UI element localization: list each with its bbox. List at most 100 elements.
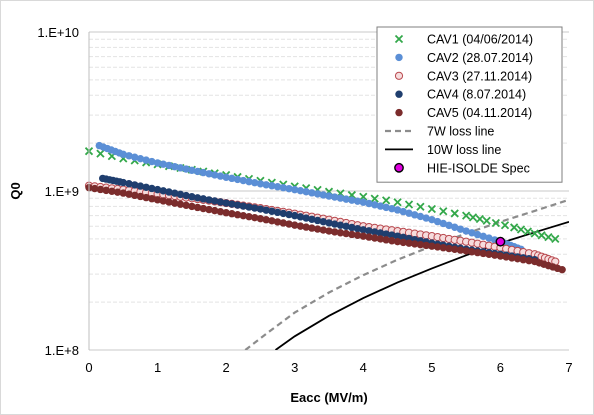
cav2-28-07-2014-point xyxy=(405,209,413,217)
legend-item-cav3-27-11-2014: CAV3 (27.11.2014) xyxy=(394,69,532,83)
cav2-28-07-2014-point xyxy=(382,203,390,212)
cav5-04-11-2014-point xyxy=(302,223,310,231)
cav5-04-11-2014-point xyxy=(428,242,436,250)
cav2-28-07-2014-point xyxy=(428,215,436,224)
cav5-04-11-2014-point xyxy=(125,190,133,198)
cav5-04-11-2014-point xyxy=(102,186,110,195)
cav4-8-07-2014-point xyxy=(211,197,219,205)
cav2-28-07-2014-point xyxy=(439,219,447,228)
hie-isolde-spec-series xyxy=(495,236,506,247)
cav5-04-11-2014-point xyxy=(108,187,116,195)
cav4-8-07-2014-point xyxy=(359,226,367,234)
legend-label: CAV3 (27.11.2014) xyxy=(427,69,532,83)
cav2-28-07-2014-point xyxy=(171,162,179,171)
legend-swatch xyxy=(394,71,404,80)
cav2-28-07-2014-point xyxy=(411,211,419,219)
cav4-8-07-2014-point xyxy=(268,207,276,215)
cav4-8-07-2014-point xyxy=(153,185,162,194)
cav1-04-06-2014-point xyxy=(462,211,471,220)
x-tick-label: 3 xyxy=(291,360,298,375)
cav4-8-07-2014-point xyxy=(348,223,356,232)
x-tick-label: 0 xyxy=(85,360,92,375)
cav4-8-07-2014-point xyxy=(165,188,173,196)
cav2-28-07-2014-point xyxy=(325,192,333,200)
cav2-28-07-2014-point xyxy=(273,183,282,191)
cav4-8-07-2014-point xyxy=(222,199,230,207)
legend-item-cav5-04-11-2014: CAV5 (04.11.2014) xyxy=(395,106,532,120)
cav2-28-07-2014-point xyxy=(228,174,236,183)
cav5-04-11-2014-point xyxy=(479,249,487,258)
cav2-28-07-2014-point xyxy=(456,225,465,233)
cav2-28-07-2014-point xyxy=(416,212,425,221)
cav1-04-06-2014-point xyxy=(500,221,510,230)
cav5-04-11-2014-point xyxy=(445,244,453,253)
cav2-28-07-2014-point xyxy=(353,197,362,205)
cav5-04-11-2014-point xyxy=(176,200,185,208)
cav4-8-07-2014-point xyxy=(251,204,259,212)
cav5-04-11-2014-point xyxy=(313,225,322,233)
cav2-28-07-2014-point xyxy=(331,193,339,201)
cav5-04-11-2014-point xyxy=(211,206,219,215)
10w-loss-line-series-line xyxy=(274,220,569,350)
cav2-28-07-2014-point xyxy=(251,179,259,187)
legend-label: CAV5 (04.11.2014) xyxy=(427,106,532,120)
cav2-28-07-2014-point xyxy=(211,171,219,179)
x-tick-label: 6 xyxy=(497,360,504,375)
cav5-04-11-2014-point xyxy=(205,205,213,214)
cav5-04-11-2014-point xyxy=(399,238,407,247)
legend-swatch xyxy=(394,162,404,173)
cav2-28-07-2014-point xyxy=(342,195,350,203)
cav4-8-07-2014-point xyxy=(182,191,190,200)
cav5-04-11-2014-point xyxy=(228,210,236,218)
cav5-04-11-2014-point xyxy=(165,198,173,206)
cav2-28-07-2014-point xyxy=(296,186,305,195)
cav2-28-07-2014-point xyxy=(268,182,276,190)
legend-swatch xyxy=(395,53,403,62)
cav2-28-07-2014-point xyxy=(256,180,265,188)
cav5-04-11-2014-point xyxy=(222,209,230,217)
cav5-04-11-2014-point xyxy=(331,228,339,236)
cav5-04-11-2014-point xyxy=(496,252,505,260)
cav5-04-11-2014-point xyxy=(273,218,282,226)
cav5-04-11-2014-point xyxy=(296,222,305,230)
cav4-8-07-2014-point xyxy=(188,193,196,201)
legend-item-cav1-04-06-2014: CAV1 (04/06/2014) xyxy=(394,33,533,47)
cav1-04-06-2014-point xyxy=(516,225,526,234)
cav5-04-11-2014-point xyxy=(388,237,396,245)
cav5-04-11-2014-point xyxy=(308,224,316,232)
cav5-04-11-2014-point xyxy=(171,199,179,207)
cav2-28-07-2014-point xyxy=(176,164,185,172)
cav1-04-06-2014-point xyxy=(530,229,539,238)
cav1-04-06-2014-point xyxy=(475,214,484,224)
cav2-28-07-2014-point xyxy=(462,227,470,235)
legend-box xyxy=(376,26,563,183)
cav2-28-07-2014-point xyxy=(216,172,225,180)
7w-loss-line-series-line xyxy=(244,198,569,350)
cav1-04-06-2014-point xyxy=(382,196,391,205)
x-tick-label: 1 xyxy=(154,360,161,375)
cav4-8-07-2014-point xyxy=(279,209,287,218)
cav2-28-07-2014-point xyxy=(479,232,487,241)
x-axis-title: Eacc (MV/m) xyxy=(290,390,367,405)
cav4-8-07-2014-point xyxy=(131,181,139,189)
cav1-04-06-2014-point xyxy=(370,194,379,203)
cav1-04-06-2014-point xyxy=(439,207,448,216)
cav2-28-07-2014-point xyxy=(285,184,293,193)
data-markers xyxy=(84,141,566,274)
cav2-28-07-2014-point xyxy=(308,189,316,197)
cav5-04-11-2014-point xyxy=(439,244,447,252)
cav4-8-07-2014-point xyxy=(159,187,167,195)
cav2-28-07-2014-point xyxy=(422,214,430,222)
cav2-28-07-2014-point xyxy=(473,230,482,239)
legend-item-7w-loss-line: 7W loss line xyxy=(385,125,494,139)
tick-labels: 0 1 2 3 4 5 6 7 1.E+8 1.E+9 1.E+10 xyxy=(37,25,572,375)
cav5-04-11-2014-point xyxy=(96,185,105,194)
cav2-28-07-2014-point xyxy=(239,176,247,185)
cav1-04-06-2014-point xyxy=(359,192,368,201)
cav5-04-11-2014-point xyxy=(233,211,242,219)
cav4-8-07-2014-point xyxy=(296,213,305,221)
cav5-04-11-2014-point xyxy=(325,227,333,235)
cav4-8-07-2014-point xyxy=(262,206,270,214)
cav5-04-11-2014-point xyxy=(245,212,253,221)
cav5-04-11-2014-point xyxy=(508,254,516,262)
